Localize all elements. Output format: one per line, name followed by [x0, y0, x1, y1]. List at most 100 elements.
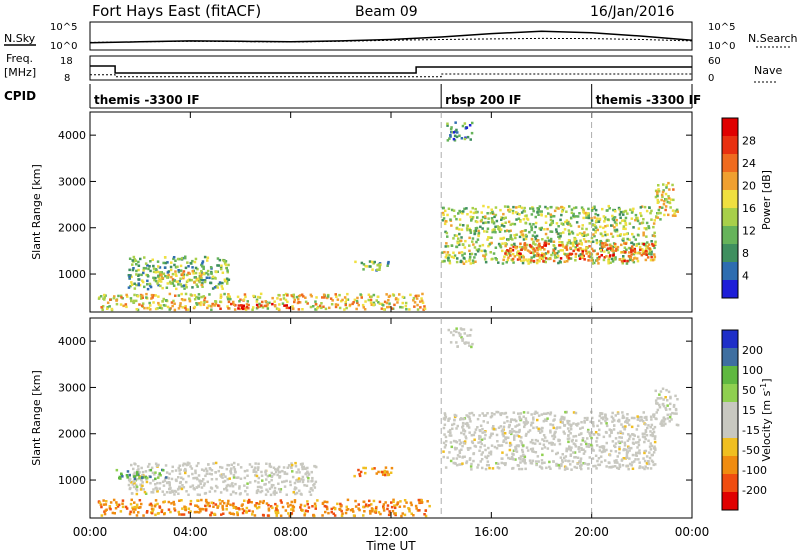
- scatter-cell: [297, 294, 301, 298]
- scatter-cell: [618, 463, 621, 466]
- scatter-cell: [661, 206, 664, 209]
- scatter-cell: [220, 513, 223, 516]
- scatter-cell: [269, 505, 273, 508]
- scatter-cell: [640, 418, 643, 422]
- scatter-cell: [558, 244, 561, 247]
- scatter-cell: [596, 433, 600, 436]
- scatter-cell: [444, 230, 447, 234]
- scatter-cell: [125, 305, 128, 309]
- scatter-cell: [551, 449, 554, 453]
- scatter-cell: [290, 463, 294, 467]
- scatter-cell: [277, 465, 281, 469]
- scatter-cell: [187, 507, 191, 510]
- scatter-cell: [645, 461, 649, 465]
- scatter-cell: [156, 307, 159, 310]
- scatter-cell: [545, 439, 549, 443]
- scatter-cell: [497, 242, 501, 246]
- noise-strip-frame: [89, 21, 693, 51]
- scatter-cell: [200, 486, 204, 489]
- scatter-cell: [334, 293, 337, 296]
- scatter-cell: [607, 251, 610, 254]
- scatter-cell: [462, 328, 466, 331]
- scatter-cell: [152, 488, 155, 491]
- scatter-cell: [576, 424, 579, 427]
- scatter-cell: [517, 412, 520, 415]
- scatter-cell: [623, 428, 626, 431]
- scatter-cell: [534, 225, 537, 229]
- scatter-cell: [125, 474, 129, 477]
- scatter-cell: [535, 239, 539, 243]
- scatter-cell: [409, 501, 413, 504]
- scatter-cell: [304, 509, 308, 512]
- scatter-cell: [292, 491, 295, 494]
- scatter-cell: [354, 499, 357, 503]
- scatter-cell: [540, 426, 544, 430]
- scatter-cell: [285, 479, 288, 483]
- scatter-cell: [482, 420, 485, 423]
- scatter-cell: [276, 297, 279, 300]
- scatter-cell: [182, 275, 185, 278]
- scatter-cell: [466, 213, 469, 216]
- scatter-cell: [570, 423, 573, 427]
- scatter-cell: [536, 259, 539, 262]
- scatter-cell: [115, 302, 119, 306]
- scatter-cell: [599, 249, 603, 252]
- scatter-cell: [544, 232, 548, 236]
- scatter-cell: [385, 301, 389, 305]
- scatter-cell: [184, 255, 187, 258]
- scatter-cell: [659, 390, 663, 393]
- scatter-cell: [255, 470, 258, 474]
- scatter-cell: [664, 192, 668, 196]
- scatter-cell: [477, 234, 480, 238]
- scatter-cell: [177, 269, 180, 272]
- scatter-cell: [492, 425, 495, 428]
- scatter-cell: [225, 508, 228, 511]
- scatter-cell: [235, 476, 238, 479]
- scatter-cell: [482, 414, 486, 417]
- scatter-cell: [510, 243, 513, 247]
- scatter-cell: [462, 455, 465, 459]
- scatter-cell: [150, 466, 154, 470]
- scatter-cell: [511, 428, 514, 431]
- scatter-cell: [442, 450, 445, 453]
- scatter-cell: [229, 468, 233, 471]
- scatter-cell: [572, 249, 575, 253]
- scatter-cell: [340, 299, 343, 303]
- scatter-cell: [392, 294, 396, 297]
- scatter-cell: [633, 247, 636, 251]
- scatter-cell: [656, 216, 660, 219]
- colorbar-tick-label: -50: [742, 444, 760, 457]
- scatter-cell: [587, 445, 591, 448]
- scatter-cell: [152, 270, 156, 274]
- scatter-cell: [624, 425, 627, 428]
- scatter-cell: [652, 415, 656, 418]
- scatter-cell: [586, 430, 590, 433]
- scatter-cell: [209, 486, 213, 489]
- scatter-cell: [549, 257, 552, 261]
- scatter-cell: [667, 195, 670, 198]
- scatter-cell: [121, 475, 124, 478]
- scatter-cell: [131, 268, 135, 272]
- scatter-cell: [244, 295, 247, 299]
- scatter-cell: [412, 299, 415, 302]
- scatter-cell: [605, 209, 609, 212]
- scatter-cell: [533, 254, 536, 257]
- scatter-cell: [221, 271, 225, 274]
- scatter-cell: [612, 253, 615, 256]
- scatter-cell: [584, 249, 588, 253]
- scatter-cell: [625, 417, 629, 420]
- scatter-cell: [538, 210, 541, 213]
- scatter-cell: [533, 249, 537, 252]
- scatter-cell: [463, 442, 466, 445]
- scatter-cell: [221, 281, 224, 285]
- scatter-cell: [255, 502, 258, 505]
- scatter-cell: [596, 252, 599, 255]
- scatter-cell: [132, 485, 136, 489]
- scatter-cell: [206, 259, 209, 262]
- scatter-cell: [297, 301, 301, 304]
- x-tick-label: 16:00: [474, 525, 509, 539]
- scatter-cell: [631, 467, 635, 470]
- scatter-cell: [650, 255, 653, 259]
- scatter-cell: [417, 498, 421, 502]
- scatter-cell: [582, 452, 586, 455]
